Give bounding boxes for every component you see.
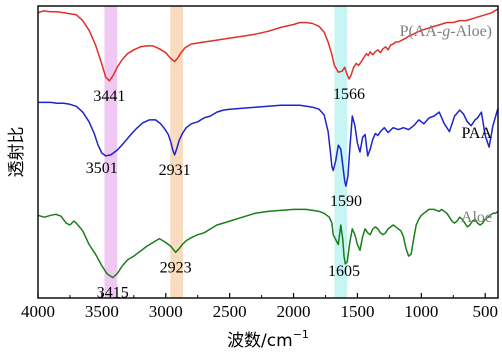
x-tick-label-1000: 1000 bbox=[404, 302, 438, 321]
x-tick-label-2000: 2000 bbox=[277, 302, 311, 321]
x-tick-label-2500: 2500 bbox=[213, 302, 247, 321]
series-label-0: P(AA-g-Aloe) bbox=[400, 23, 492, 40]
x-axis-title-main: 波数/cm bbox=[227, 331, 293, 351]
x-tick-label-3000: 3000 bbox=[149, 302, 183, 321]
peak-label-3441: 3441 bbox=[93, 88, 125, 105]
x-axis-title: 波数/cm−1 bbox=[227, 328, 309, 351]
x-tick-label-4000: 4000 bbox=[21, 302, 55, 321]
peak-label-2923: 2923 bbox=[160, 259, 192, 276]
series-label-1: PAA bbox=[461, 125, 492, 142]
peak-label-1590: 1590 bbox=[330, 193, 362, 210]
peak-label-1566: 1566 bbox=[333, 86, 365, 103]
series-line-aloe bbox=[37, 208, 499, 279]
peak-label-1605: 1605 bbox=[328, 263, 360, 280]
highlight-band-1 bbox=[170, 6, 184, 298]
x-tick-label-500: 500 bbox=[472, 302, 498, 321]
peak-label-2931: 2931 bbox=[159, 162, 191, 179]
plot-frame bbox=[37, 5, 499, 299]
series-lines bbox=[37, 8, 499, 279]
series-line-p-aa-g-aloe- bbox=[37, 8, 499, 82]
series-line-paa bbox=[38, 101, 499, 187]
peak-label-3501: 3501 bbox=[86, 160, 118, 177]
x-tick-label-3500: 3500 bbox=[85, 302, 119, 321]
highlight-bands bbox=[104, 6, 348, 298]
x-axis-title-superscript: −1 bbox=[293, 328, 309, 341]
x-axis-ticks: 4000 3500 3000 2500 2000 1500 1000 500 bbox=[21, 293, 498, 321]
series-legend-labels: P(AA-g-Aloe) PAA Aloe bbox=[400, 23, 493, 226]
y-axis-title: 透射比 bbox=[7, 127, 27, 178]
series-label-2: Aloe bbox=[461, 209, 492, 226]
x-tick-label-1500: 1500 bbox=[340, 302, 374, 321]
